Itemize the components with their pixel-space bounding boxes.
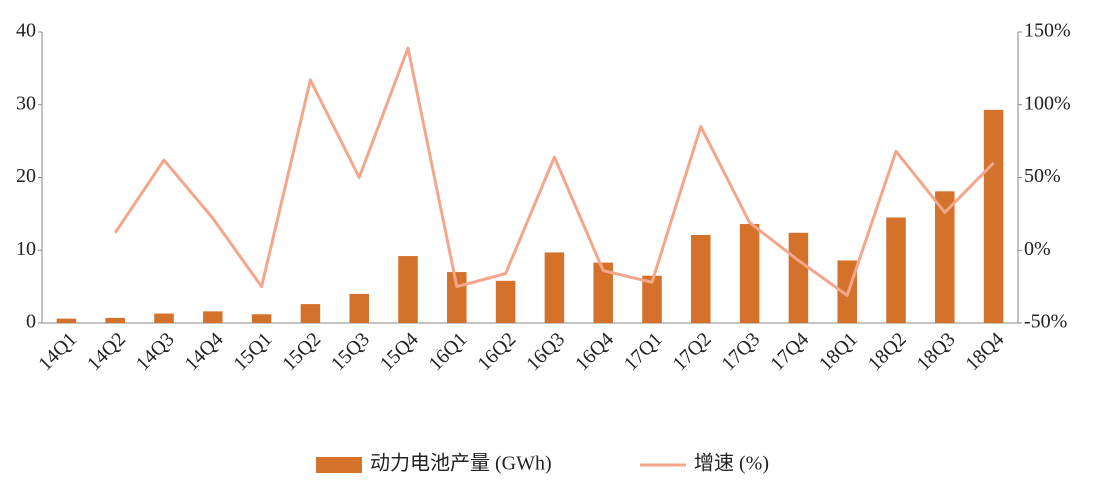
bar bbox=[300, 304, 321, 323]
bar bbox=[642, 275, 662, 323]
y-tick-label: 30 bbox=[16, 92, 36, 114]
bar bbox=[56, 318, 77, 323]
x-tick-label: 17Q4 bbox=[766, 328, 813, 375]
y-tick-label: 40 bbox=[16, 20, 36, 42]
x-tick-label: 15Q3 bbox=[327, 328, 374, 375]
y-tick-label: 0 bbox=[26, 311, 36, 333]
bar bbox=[105, 317, 125, 323]
x-tick-label: 15Q1 bbox=[229, 328, 276, 375]
y2-tick-label: 150% bbox=[1024, 20, 1071, 42]
legend-label: 增速 (%) bbox=[694, 452, 769, 475]
bar bbox=[495, 280, 516, 323]
y2-tick-label: 50% bbox=[1024, 165, 1061, 187]
x-tick-label: 18Q2 bbox=[864, 328, 911, 375]
bar bbox=[935, 191, 955, 323]
y-tick-label: 10 bbox=[16, 238, 36, 260]
bar bbox=[983, 109, 1004, 323]
x-tick-label: 14Q3 bbox=[132, 328, 179, 375]
x-tick-label: 16Q3 bbox=[522, 328, 569, 375]
legend-swatch bbox=[316, 457, 362, 473]
x-tick-label: 14Q4 bbox=[181, 328, 228, 375]
bar bbox=[691, 234, 711, 323]
x-tick-label: 14Q2 bbox=[83, 328, 130, 375]
bar bbox=[349, 293, 369, 323]
line bbox=[113, 46, 995, 297]
x-tick-label: 16Q4 bbox=[571, 328, 618, 375]
bar bbox=[593, 262, 613, 323]
legend-label: 动力电池产量 (GWh) bbox=[370, 452, 552, 475]
x-tick-label: 18Q3 bbox=[913, 328, 960, 375]
x-tick-label: 17Q2 bbox=[669, 328, 716, 375]
x-tick-label: 16Q1 bbox=[425, 328, 472, 375]
x-tick-label: 17Q1 bbox=[620, 328, 667, 375]
y2-tick-label: 100% bbox=[1024, 92, 1071, 114]
bar bbox=[544, 252, 565, 323]
bar bbox=[251, 314, 272, 323]
x-tick-label: 17Q3 bbox=[717, 328, 764, 375]
bar bbox=[739, 224, 760, 323]
bar bbox=[154, 313, 174, 323]
bar bbox=[788, 232, 809, 323]
y2-tick-label: 0% bbox=[1024, 238, 1051, 260]
bar bbox=[398, 256, 418, 323]
x-tick-label: 15Q2 bbox=[278, 328, 325, 375]
x-tick-label: 16Q2 bbox=[473, 328, 520, 375]
x-tick-label: 18Q1 bbox=[815, 328, 862, 375]
bar bbox=[203, 311, 223, 323]
x-tick-label: 18Q4 bbox=[961, 328, 1008, 375]
x-tick-label: 14Q1 bbox=[34, 328, 81, 375]
y-tick-label: 20 bbox=[16, 165, 36, 187]
bar bbox=[886, 217, 906, 323]
y2-tick-label: -50% bbox=[1024, 311, 1067, 333]
x-tick-label: 15Q4 bbox=[376, 328, 423, 375]
